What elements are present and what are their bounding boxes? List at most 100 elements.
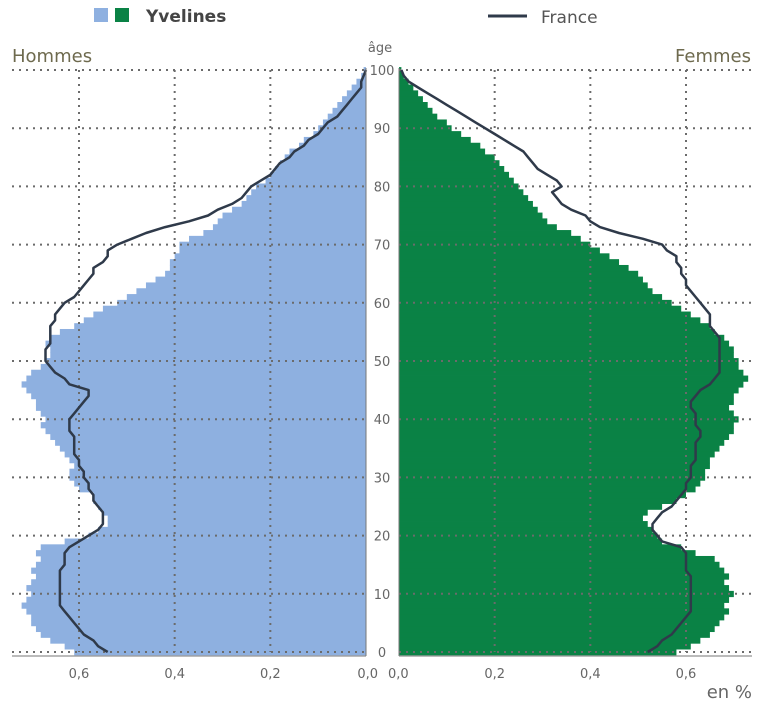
- bar-women-age-2: [399, 637, 701, 644]
- bar-men-age-86: [289, 148, 366, 155]
- right-panel-title: Femmes: [675, 46, 751, 67]
- bar-women-age-83: [399, 166, 505, 173]
- bar-men-age-53: [45, 340, 367, 347]
- bar-women-age-87: [399, 142, 481, 149]
- bar-men-age-12: [31, 579, 367, 586]
- bar-men-age-52: [50, 346, 367, 353]
- bar-men-age-83: [275, 166, 366, 173]
- bar-women-age-17: [399, 550, 696, 557]
- bar-men-age-28: [79, 486, 366, 493]
- bar-women-age-1: [399, 643, 691, 650]
- bar-women-age-92: [399, 113, 438, 120]
- value-tick-left-2: 0,2: [260, 667, 281, 682]
- bar-men-age-18: [40, 544, 366, 551]
- bar-men-age-77: [241, 200, 366, 208]
- bar-men-age-22: [107, 521, 366, 528]
- bar-women-age-44: [399, 393, 734, 400]
- bar-women-age-56: [399, 323, 710, 330]
- bar-women-age-77: [399, 200, 533, 208]
- bar-men-age-80: [255, 183, 366, 190]
- bar-women-age-89: [399, 131, 462, 138]
- bar-women-age-32: [399, 462, 710, 470]
- bar-men-age-37: [50, 433, 367, 440]
- bar-men-age-38: [45, 427, 367, 435]
- bar-men-age-45: [26, 387, 367, 394]
- bar-women-age-99: [399, 72, 404, 80]
- bar-women-age-76: [399, 206, 538, 213]
- bar-men-age-84: [279, 160, 366, 167]
- bar-men-age-4: [35, 625, 366, 633]
- bar-men-age-30: [69, 474, 366, 481]
- value-tick-right-2: 0,4: [580, 667, 601, 682]
- bar-men-age-19: [64, 538, 367, 545]
- left-panel-title: Hommes: [12, 46, 92, 67]
- bar-women-age-35: [399, 445, 720, 452]
- bar-women-age-42: [399, 404, 730, 411]
- bar-men-age-43: [35, 398, 366, 406]
- bar-men-age-65: [165, 270, 366, 278]
- bar-women-age-36: [399, 439, 725, 446]
- bar-women-age-93: [399, 107, 433, 115]
- bar-men-age-60: [117, 299, 367, 307]
- tick-labels-layer: 0 10 20 30 40 50 60 70 80 90 100 0,6 0,4 0,2 0,0 0,0 0,2…: [69, 64, 697, 682]
- bar-men-age-50: [45, 358, 367, 365]
- bar-men-age-42: [35, 404, 366, 411]
- bar-women-age-66: [399, 264, 629, 272]
- bar-men-age-17: [35, 550, 366, 557]
- bar-women-age-85: [399, 154, 495, 161]
- bar-men-age-41: [40, 410, 366, 417]
- bar-women-age-75: [399, 212, 543, 219]
- bar-women-age-21: [399, 526, 653, 534]
- bar-men-age-74: [217, 218, 366, 225]
- age-tick-label-10: 10: [374, 588, 391, 603]
- bar-women-age-70: [399, 241, 591, 248]
- bar-men-age-21: [98, 526, 366, 534]
- bar-men-age-95: [342, 96, 366, 103]
- legend-swatch-men: [94, 8, 108, 22]
- bar-men-age-88: [303, 136, 366, 144]
- bar-women-age-6: [399, 614, 725, 621]
- france-line-men: [44, 69, 368, 654]
- value-tick-left-3: 0,0: [357, 667, 378, 682]
- bar-women-age-72: [399, 230, 572, 237]
- france-line-women: [400, 69, 721, 654]
- bar-men-age-20: [88, 532, 367, 539]
- bar-men-age-87: [299, 142, 366, 149]
- bar-men-age-26: [93, 497, 366, 504]
- bar-women-age-23: [399, 515, 643, 522]
- bar-women-age-8: [399, 602, 725, 609]
- bar-women-age-84: [399, 160, 500, 167]
- bar-men-age-10: [31, 590, 367, 598]
- age-tick-label-20: 20: [374, 530, 391, 545]
- bar-women-age-90: [399, 125, 452, 132]
- bar-men-age-94: [337, 102, 366, 109]
- bar-women-age-26: [399, 497, 677, 504]
- bar-men-age-0: [74, 649, 366, 656]
- bar-women-age-53: [399, 340, 730, 347]
- bar-women-age-13: [399, 573, 730, 580]
- bar-men-age-55: [59, 328, 366, 336]
- bar-men-age-31: [69, 468, 366, 475]
- bar-women-age-27: [399, 491, 686, 499]
- age-tick-label-50: 50: [374, 355, 391, 370]
- bar-women-age-94: [399, 102, 428, 109]
- bar-women-age-38: [399, 427, 734, 435]
- age-tick-label-80: 80: [374, 180, 391, 195]
- bar-men-age-15: [35, 561, 366, 569]
- bar-men-age-29: [74, 480, 366, 487]
- value-tick-left-1: 0,4: [164, 667, 185, 682]
- bar-women-age-58: [399, 311, 691, 318]
- bar-men-age-85: [284, 154, 366, 161]
- bar-men-age-48: [31, 369, 367, 376]
- axes-layer: [12, 68, 752, 657]
- bar-men-age-62: [136, 288, 366, 295]
- bar-men-age-3: [40, 631, 366, 638]
- bar-women-age-39: [399, 422, 734, 429]
- bar-men-age-82: [270, 171, 366, 179]
- bar-women-age-61: [399, 294, 663, 301]
- bar-women-age-19: [399, 538, 663, 545]
- bar-men-age-44: [31, 393, 367, 400]
- bar-women-age-41: [399, 410, 734, 417]
- bar-men-age-27: [93, 491, 366, 499]
- bar-women-age-43: [399, 398, 734, 406]
